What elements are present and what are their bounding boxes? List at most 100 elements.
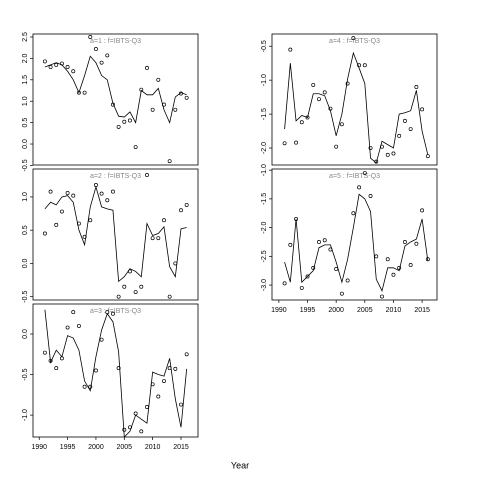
plot-area [42,35,189,164]
point [397,133,402,138]
line [44,309,188,437]
point [380,294,384,299]
plot-area [42,173,189,299]
point [179,402,183,407]
point [59,209,64,214]
point [184,352,189,357]
point [288,242,293,247]
point [71,193,76,198]
strip-title: a=3 : f=IBTS-Q3 [90,308,141,315]
y-tick-label: 0.0 [22,329,29,339]
point [374,254,379,259]
y-tick-label: -0.5 [22,368,29,380]
point [65,325,70,330]
y-tick-label: -1.5 [261,108,268,120]
point [351,211,356,216]
point [88,218,93,223]
y-tick-label: -1.0 [22,409,29,421]
y-tick-label: -3.0 [261,279,268,291]
point [322,90,327,95]
point [368,146,373,150]
y-tick-label: -0.5 [22,159,29,171]
point [402,118,407,123]
point [76,90,81,95]
point [88,384,93,389]
y-tick-label: 1.0 [22,96,29,106]
point [71,310,76,315]
point [420,208,425,213]
panel-frame [271,168,438,301]
point [288,47,293,52]
line [44,55,187,124]
point [311,82,316,87]
x-tick-label: 1995 [60,444,76,451]
x-axis-label: Year [231,460,249,470]
plot-area [282,171,430,299]
y-tick-label: -2.0 [261,221,268,233]
point [156,394,161,399]
point [133,290,138,294]
point [184,95,189,100]
plot-area [42,309,189,437]
point [82,384,87,389]
line [284,51,429,164]
strip-title: a=2 : f=IBTS-Q3 [90,173,141,180]
x-tick-label: 2000 [328,307,344,314]
point [368,194,373,198]
point [54,62,59,67]
point [110,189,115,194]
point [162,218,166,223]
line [284,193,429,292]
point [116,124,121,129]
point [110,311,115,316]
point [345,278,350,283]
panel-frame [32,303,199,438]
point [184,202,189,207]
point [145,405,149,409]
x-tick-label: 1995 [300,307,316,314]
point [116,366,121,371]
point [299,285,304,290]
point [305,274,310,279]
point [414,241,419,246]
point [156,77,161,82]
point [150,236,155,241]
plot-area [282,36,430,164]
point [65,65,70,69]
point [414,84,419,89]
y-tick-label: 1.0 [22,192,29,202]
point [150,107,155,112]
point [42,231,47,236]
point [299,120,304,125]
x-tick-label: 2000 [88,444,104,451]
line [44,185,187,283]
point [122,427,127,432]
point [71,69,76,74]
point [357,63,362,68]
point [139,284,144,289]
y-tick-label: 2.0 [22,53,29,63]
y-tick-label: -1.5 [261,193,268,205]
point [402,240,407,244]
point [105,198,110,203]
point [408,263,413,267]
point [133,411,138,416]
point [122,119,127,124]
point [351,36,356,41]
point [145,173,149,177]
panel-frame [32,168,199,301]
point [282,141,287,146]
y-tick-label: -2.5 [261,250,268,262]
y-tick-label: 2.5 [22,32,29,42]
x-tick-label: 2015 [414,307,430,314]
point [88,35,93,39]
point [357,185,362,190]
x-tick-label: 2005 [357,307,373,314]
point [54,222,59,227]
y-tick-label: 0.0 [22,139,29,149]
y-tick-label: 1.5 [22,75,29,85]
y-tick-label: 0.5 [22,118,29,128]
point [99,191,104,196]
y-tick-label: -1.0 [261,74,268,86]
